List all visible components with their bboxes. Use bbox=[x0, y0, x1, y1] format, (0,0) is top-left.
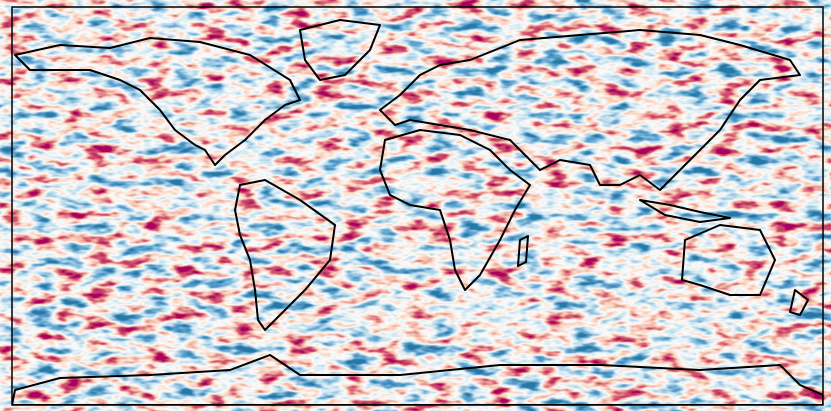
north-america bbox=[14, 37, 301, 166]
greenland bbox=[299, 19, 381, 81]
south-america bbox=[234, 179, 336, 331]
antarctica bbox=[12, 354, 823, 405]
indonesia bbox=[639, 199, 731, 223]
australia bbox=[681, 224, 776, 296]
africa bbox=[379, 129, 531, 291]
coastlines bbox=[12, 19, 823, 405]
madagascar bbox=[517, 235, 529, 267]
map-frame bbox=[11, 6, 824, 406]
eurasia bbox=[379, 29, 801, 191]
new-zealand bbox=[789, 289, 809, 316]
